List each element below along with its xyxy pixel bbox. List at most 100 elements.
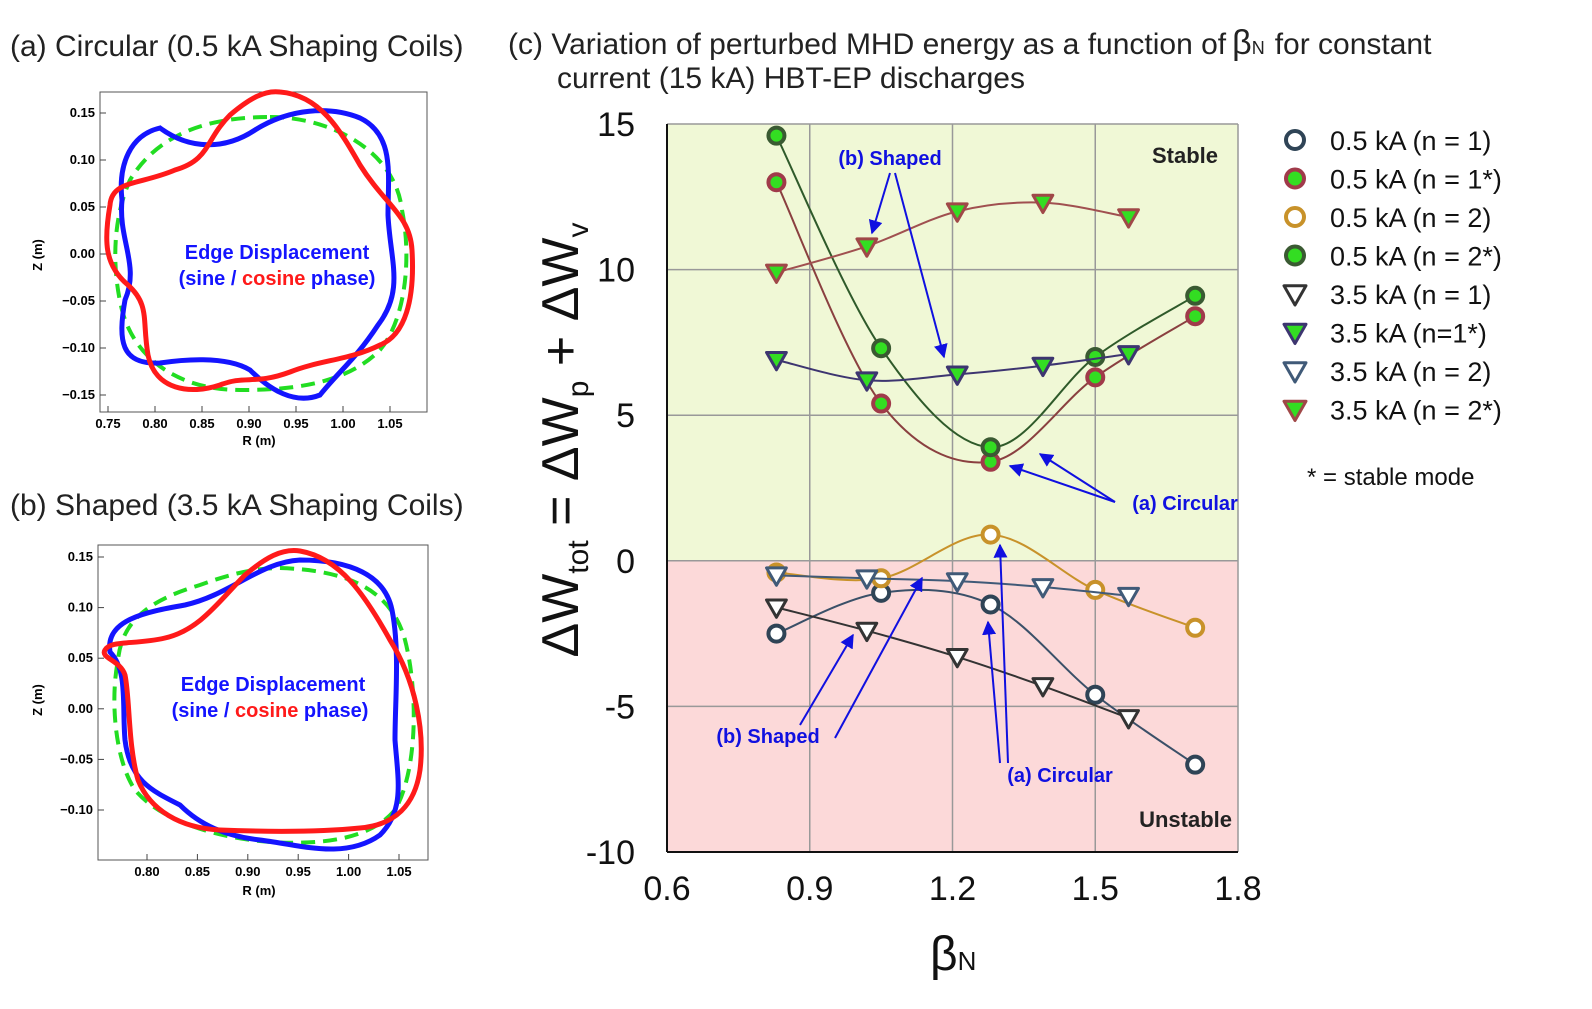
y-tick-label: −0.10 (60, 802, 93, 817)
panel-b-x-ticks: 0.80 0.85 0.90 0.95 1.00 1.05 (134, 854, 412, 879)
legend-footnote: * = stable mode (1307, 464, 1474, 491)
panel-b-x-label: R (m) (242, 883, 275, 898)
y-tick-label: −0.05 (60, 751, 93, 766)
panel-c-axes (666, 124, 1238, 853)
panel-b-equilibrium-curve (112, 565, 416, 845)
panel-c-ticks: 0.6 0.9 1.2 1.5 1.8 15 10 5 0 -5 -10 (586, 106, 1262, 908)
panel-c-plot: 0.6 0.9 1.2 1.5 1.8 15 10 5 0 -5 -10 (586, 106, 1262, 908)
data-point (855, 621, 879, 643)
y-tick-label: 0.05 (70, 199, 95, 214)
x-tick-label: 0.90 (235, 864, 260, 879)
y-tick-label: −0.05 (62, 293, 95, 308)
data-point (1031, 677, 1055, 698)
data-point (1085, 684, 1106, 705)
panel-c-y-label: ΔWtot = ΔWp + ΔWv (532, 222, 595, 657)
data-point (766, 623, 787, 644)
legend-label: 0.5 kA (n = 2*) (1330, 242, 1502, 272)
legend-marker (1282, 399, 1308, 422)
y-tick-label: 5 (616, 397, 635, 435)
series-line (775, 181, 1196, 464)
annotation-arrow (799, 633, 854, 726)
panel-a-y-label: Z (m) (30, 239, 45, 271)
panel-c-title-line1: (c) Variation of perturbed MHD energy as… (508, 24, 1432, 62)
x-tick-label: 1.00 (336, 864, 361, 879)
data-point (765, 350, 788, 372)
panel-b-annotation-title: Edge Displacement (181, 674, 366, 696)
annotation-circular-bottom: (a) Circular (1007, 765, 1113, 787)
series-4 (766, 125, 1206, 458)
legend-label: 3.5 kA (n = 1) (1330, 280, 1491, 310)
panel-a: (a) Circular (0.5 kA Shaping Coils) 0.75… (10, 30, 464, 448)
legend-item: 0.5 kA (n = 1*) (1284, 165, 1502, 195)
panel-c: (c) Variation of perturbed MHD energy as… (508, 24, 1502, 981)
x-tick-label: 0.9 (786, 870, 833, 908)
y-tick-label: −0.10 (62, 340, 95, 355)
x-tick-label: 0.95 (283, 416, 308, 431)
x-tick-label: 0.85 (185, 864, 210, 879)
y-tick-label: −0.15 (62, 387, 95, 402)
annotation-circular-top: (a) Circular (1132, 493, 1238, 515)
x-tick-label: 0.75 (95, 416, 120, 431)
data-point (855, 237, 879, 258)
x-tick-label: 0.80 (134, 864, 159, 879)
data-point (1117, 345, 1140, 366)
data-point (1031, 578, 1055, 599)
x-tick-label: 0.80 (142, 416, 167, 431)
data-point (945, 365, 969, 386)
data-point (945, 647, 969, 669)
annotations: (b) Shaped (a) Circular (b) Shaped (a) C… (716, 148, 1238, 787)
y-tick-label: 0.00 (68, 701, 93, 716)
panel-b-cosine-curve (101, 547, 424, 834)
panel-a-annotation-title: Edge Displacement (185, 242, 370, 264)
data-point (766, 172, 787, 193)
data-point (1185, 306, 1206, 327)
series-7 (765, 566, 1140, 608)
series-line (775, 135, 1196, 449)
legend-item: 3.5 kA (n = 2) (1282, 357, 1491, 387)
y-tick-label: 10 (597, 252, 635, 290)
panel-c-title-line2: current (15 kA) HBT-EP discharges (557, 62, 1025, 95)
x-tick-label: 1.8 (1214, 870, 1261, 908)
panel-a-y-ticks: 0.15 0.10 0.05 0.00 −0.05 −0.10 −0.15 (62, 105, 106, 402)
data-point (1117, 709, 1140, 730)
data-point (765, 598, 788, 619)
legend-label: 3.5 kA (n = 2*) (1330, 396, 1502, 426)
annotation-arrow (993, 543, 1009, 764)
stable-label: Stable (1152, 143, 1218, 168)
legend-item: 0.5 kA (n = 2*) (1284, 242, 1502, 272)
data-point (1185, 285, 1206, 306)
data-point (766, 125, 787, 146)
panel-a-x-ticks: 0.75 0.80 0.85 0.90 0.95 1.00 1.05 (95, 406, 403, 431)
x-tick-label: 1.5 (1072, 870, 1119, 908)
y-tick-label: 15 (597, 106, 635, 144)
data-point (980, 437, 1001, 458)
data-point (871, 338, 892, 359)
legend-item: 0.5 kA (n = 2) (1284, 203, 1491, 233)
panel-c-series (765, 125, 1206, 775)
annotation-arrow (868, 172, 891, 235)
x-tick-label: 0.85 (189, 416, 214, 431)
panel-a-cosine-curve (104, 89, 415, 393)
panel-b-y-ticks: 0.15 0.10 0.05 0.00 −0.05 −0.10 (60, 549, 104, 817)
y-tick-label: 0.15 (68, 549, 93, 564)
data-point (980, 524, 1001, 545)
x-tick-label: 0.90 (236, 416, 261, 431)
annotation-arrow (834, 576, 923, 739)
annotation-shaped-top: (b) Shaped (838, 148, 941, 170)
data-point (1117, 586, 1140, 608)
legend-item: 3.5 kA (n = 1) (1282, 280, 1491, 310)
data-point (765, 566, 788, 587)
panel-b-title: (b) Shaped (3.5 kA Shaping Coils) (10, 489, 464, 522)
panel-a-x-label: R (m) (242, 433, 275, 448)
data-point (980, 594, 1001, 615)
legend-item: 0.5 kA (n = 1) (1284, 126, 1491, 156)
data-point (945, 572, 969, 593)
annotation-arrow (1008, 463, 1116, 503)
y-tick-label: 0.15 (70, 105, 95, 120)
series-6 (765, 345, 1140, 392)
series-2 (766, 172, 1206, 472)
series-8 (765, 193, 1140, 284)
data-point (855, 371, 879, 392)
y-tick-label: 0.05 (68, 650, 93, 665)
